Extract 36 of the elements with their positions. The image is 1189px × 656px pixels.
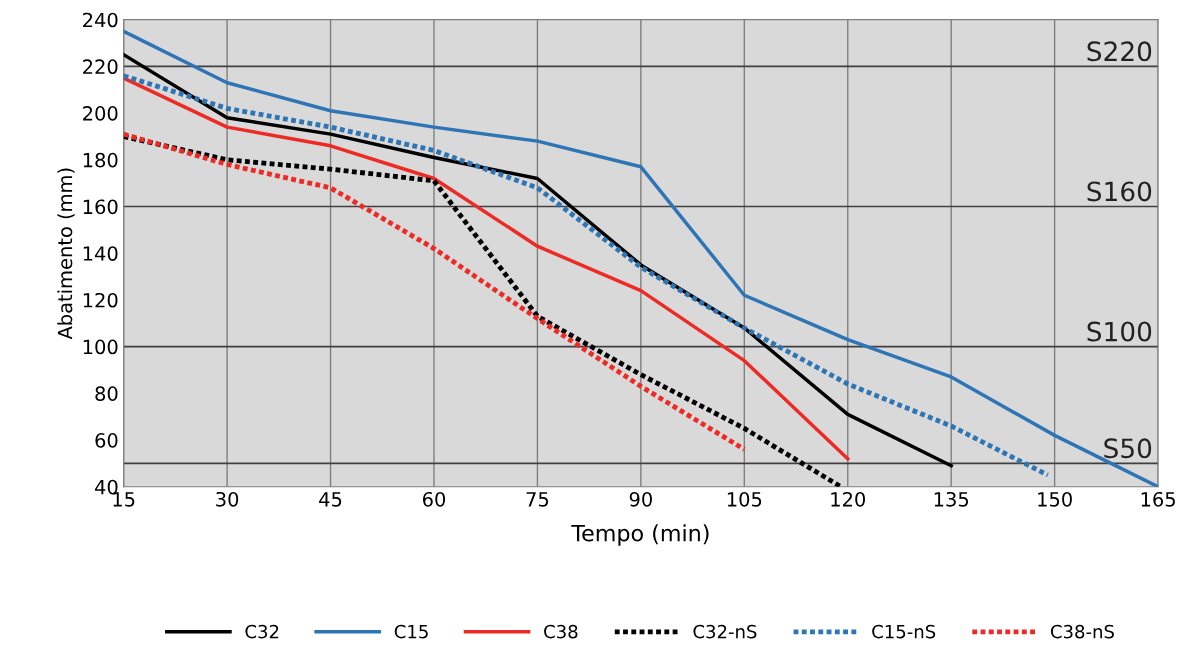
legend-label: C15 bbox=[394, 624, 428, 639]
legend-label: C38-nS bbox=[1050, 624, 1114, 639]
ref-line-label: S50 bbox=[1104, 438, 1152, 459]
y-tick-label: 60 bbox=[95, 433, 118, 448]
y-tick-label: 200 bbox=[83, 106, 118, 121]
x-tick-label: 150 bbox=[1038, 491, 1072, 507]
x-tick-label: 135 bbox=[934, 491, 969, 507]
line-series bbox=[123, 134, 844, 487]
y-tick-label: 80 bbox=[95, 386, 118, 401]
y-tick-label: 220 bbox=[83, 59, 118, 75]
ref-line-label: S100 bbox=[1087, 321, 1152, 342]
legend-label: C32 bbox=[245, 624, 279, 639]
legend-label: C15-nS bbox=[872, 624, 936, 639]
line-series bbox=[123, 131, 747, 452]
y-tick-label: 160 bbox=[83, 199, 118, 215]
x-tick-label: 105 bbox=[727, 491, 762, 507]
line-series bbox=[123, 73, 1051, 478]
ref-line-label: S160 bbox=[1087, 181, 1152, 202]
y-tick-label: 180 bbox=[83, 152, 118, 168]
legend-label: C38 bbox=[544, 624, 578, 639]
ref-line-label: S220 bbox=[1087, 41, 1152, 62]
x-tick-label: 60 bbox=[422, 491, 446, 507]
y-tick-label: 100 bbox=[83, 339, 118, 355]
x-tick-label: 165 bbox=[1141, 491, 1175, 507]
x-tick-label: 75 bbox=[526, 492, 549, 507]
x-tick-label: 30 bbox=[216, 491, 239, 507]
y-tick-label: 120 bbox=[83, 292, 118, 308]
line-series bbox=[123, 76, 850, 461]
y-axis-title: Abatimento (mm) bbox=[57, 168, 75, 340]
x-tick-label: 90 bbox=[629, 491, 652, 507]
x-axis-title: Tempo (min) bbox=[571, 524, 709, 546]
x-tick-label: 120 bbox=[831, 491, 866, 507]
y-tick-label: 240 bbox=[83, 12, 118, 28]
legend-label: C32-nS bbox=[693, 624, 757, 639]
y-tick-label: 140 bbox=[83, 246, 118, 261]
x-tick-label: 45 bbox=[319, 492, 342, 507]
